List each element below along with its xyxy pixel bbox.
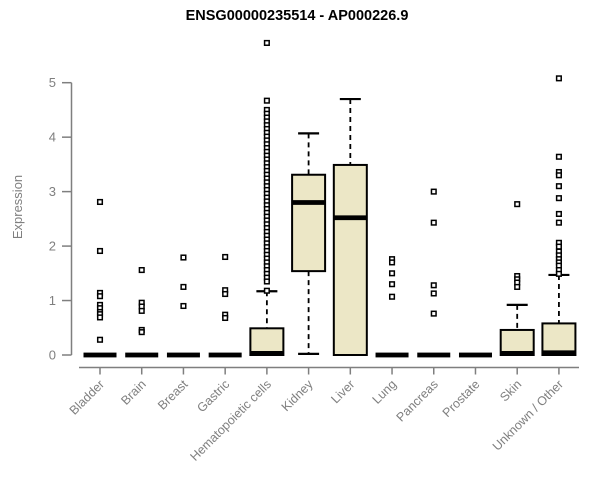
- box: [291, 173, 327, 273]
- outlier-point: [388, 281, 396, 288]
- boxplot-pancreas: [417, 188, 451, 358]
- outlier-point: [514, 283, 521, 290]
- outlier-point: [388, 259, 396, 266]
- boxplot-unknown-other: [541, 75, 577, 357]
- outlier-point: [555, 153, 562, 160]
- median-bar: [458, 352, 492, 358]
- y-tick-label: 4: [49, 130, 56, 145]
- outlier-point: [430, 282, 437, 289]
- outlier-point: [555, 183, 562, 190]
- outlier-point: [555, 210, 562, 217]
- outlier-point: [180, 283, 187, 290]
- y-tick-label: 1: [49, 293, 56, 308]
- box: [332, 163, 368, 356]
- boxplot-brain: [125, 266, 159, 358]
- x-tick-label: Unknown / Other: [490, 377, 566, 453]
- boxplot-hematopoietic-cells: [249, 39, 285, 357]
- boxplot-kidney: [291, 132, 327, 356]
- boxplot-breast: [166, 254, 200, 358]
- x-tick-label: Gastric: [194, 377, 232, 415]
- boxplot-prostate: [458, 352, 492, 358]
- x-tick-label: Hematopoietic cells: [187, 377, 274, 464]
- outlier-point: [430, 188, 437, 195]
- outlier-point: [430, 219, 437, 226]
- outlier-point: [263, 39, 270, 46]
- x-tick-label: Bladder: [67, 377, 107, 417]
- outlier-point: [222, 290, 229, 298]
- outlier-point: [263, 278, 270, 285]
- outlier-point: [388, 293, 396, 300]
- median-bar: [166, 352, 200, 358]
- x-tick-label: Prostate: [440, 377, 483, 420]
- chart-title: ENSG00000235514 - AP000226.9: [186, 8, 409, 24]
- box: [249, 327, 285, 357]
- outlier-point: [138, 307, 145, 314]
- median-bar: [83, 352, 117, 358]
- outlier-point: [555, 75, 562, 82]
- outlier-point: [430, 310, 437, 317]
- outlier-point: [96, 293, 104, 300]
- outlier-point: [263, 287, 270, 294]
- outlier-point: [555, 219, 562, 226]
- outlier-point: [138, 329, 145, 336]
- median-bar: [417, 352, 451, 358]
- x-tick-label: Skin: [497, 377, 524, 404]
- outlier-point: [222, 314, 229, 322]
- y-tick-label: 0: [49, 348, 56, 363]
- outlier-point: [180, 254, 187, 261]
- outlier-point: [555, 243, 562, 250]
- x-tick-label: Pancreas: [394, 377, 441, 424]
- boxplot-gastric: [208, 253, 242, 358]
- boxplot-liver: [332, 97, 368, 356]
- x-tick-label: Breast: [155, 377, 191, 413]
- outlier-point: [388, 270, 396, 277]
- y-axis-label: Expression: [10, 175, 25, 239]
- boxplot-bladder: [83, 198, 117, 358]
- median-bar: [125, 352, 159, 358]
- box: [541, 322, 577, 357]
- y-tick-label: 2: [49, 239, 56, 254]
- x-tick-label: Liver: [328, 377, 357, 406]
- outlier-point: [555, 195, 562, 202]
- outlier-point: [96, 336, 104, 343]
- outlier-point: [263, 97, 270, 104]
- outlier-point: [430, 290, 437, 297]
- median-bar: [375, 352, 409, 358]
- boxplots: [83, 39, 577, 358]
- outlier-point: [555, 172, 562, 179]
- boxplot-skin: [499, 201, 535, 356]
- outlier-point: [96, 314, 104, 321]
- outlier-point: [96, 247, 104, 255]
- x-tick-label: Lung: [370, 377, 400, 407]
- outlier-point: [222, 253, 229, 261]
- outlier-point: [138, 266, 145, 274]
- y-tick-label: 5: [49, 75, 56, 90]
- x-tick-label: Kidney: [279, 377, 316, 414]
- outlier-point: [555, 270, 562, 277]
- x-tick-label: Brain: [118, 377, 149, 408]
- outlier-point: [180, 302, 187, 310]
- boxplot-lung: [375, 256, 409, 358]
- median-bar: [208, 352, 242, 358]
- outlier-point: [514, 201, 521, 208]
- outlier-point: [96, 198, 104, 206]
- y-tick-label: 3: [49, 184, 56, 199]
